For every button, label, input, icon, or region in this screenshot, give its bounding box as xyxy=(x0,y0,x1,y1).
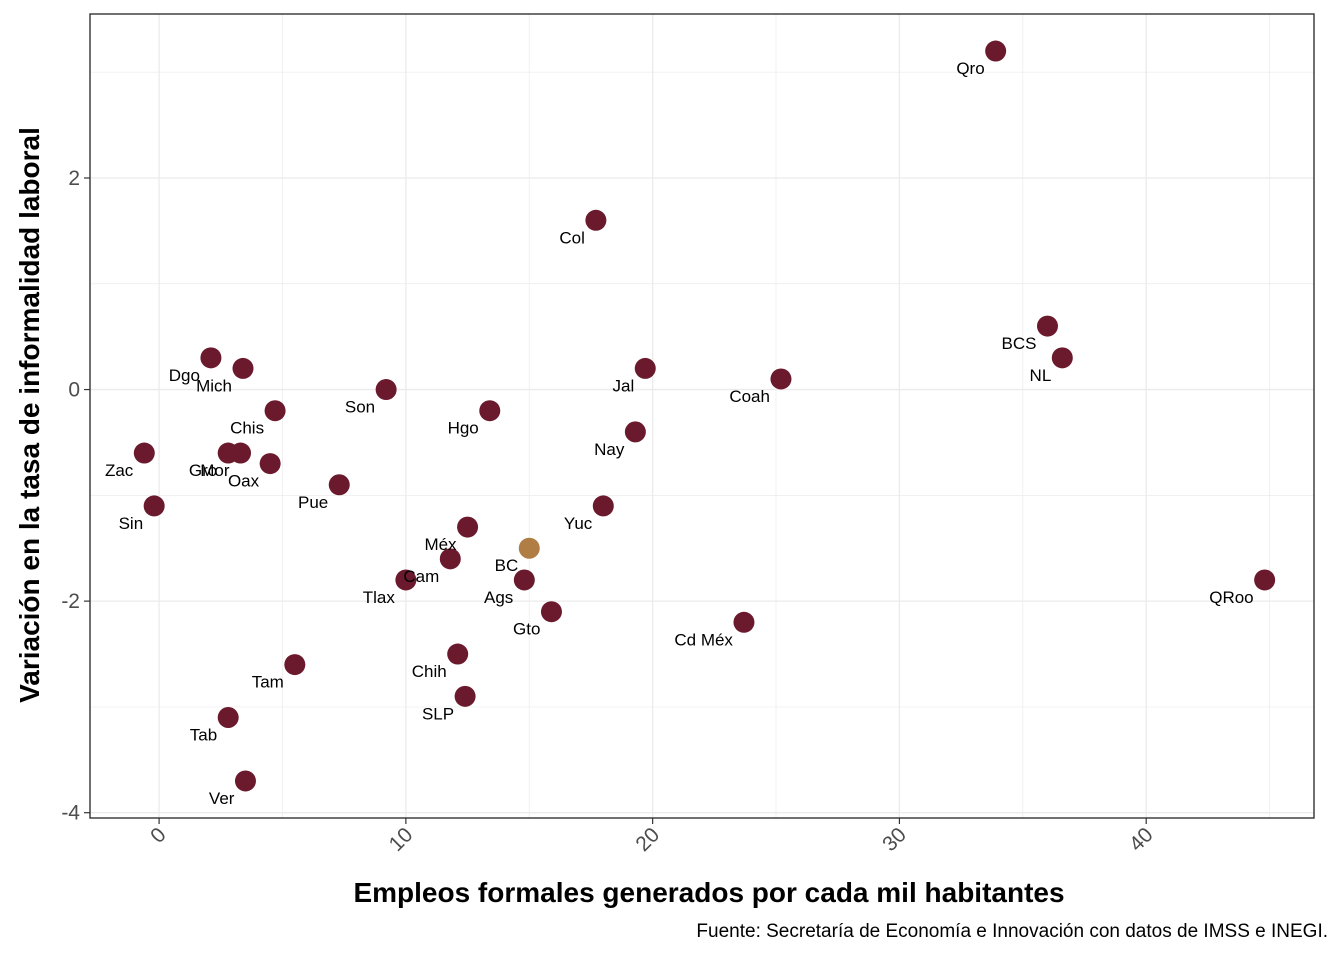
point-label: NL xyxy=(1030,366,1052,385)
source-caption: Fuente: Secretaría de Economía e Innovac… xyxy=(696,921,1328,942)
data-point xyxy=(143,495,165,517)
data-point xyxy=(395,569,417,591)
y-tick-label: -4 xyxy=(61,802,80,825)
point-label: Pue xyxy=(298,493,328,512)
data-point xyxy=(540,601,562,623)
point-label: Sin xyxy=(119,514,144,533)
points-layer xyxy=(133,40,1276,792)
x-axis-title: Empleos formales generados por cada mil … xyxy=(353,877,1064,908)
data-point xyxy=(513,569,535,591)
data-point xyxy=(634,357,656,379)
point-label: Hgo xyxy=(448,419,479,438)
data-point xyxy=(454,685,476,707)
data-point xyxy=(518,537,540,559)
x-tick-label: 40 xyxy=(1125,823,1158,856)
data-point xyxy=(232,357,254,379)
point-label: Mor xyxy=(200,461,230,480)
x-tick-label: 0 xyxy=(146,823,171,848)
data-point xyxy=(217,707,239,728)
data-point xyxy=(447,643,469,665)
point-label: Méx xyxy=(424,535,457,554)
data-point xyxy=(770,368,792,390)
data-point xyxy=(1254,569,1276,591)
point-label: Ags xyxy=(484,588,513,607)
point-label: BCS xyxy=(1002,334,1037,353)
point-labels-layer: Qro Col BCS NL Coah Jal Nay Yuc QRoo Cd Méx GtoAgs… xyxy=(105,59,1254,808)
x-tick-label: 30 xyxy=(878,823,911,856)
data-point xyxy=(624,421,646,443)
y-tick-label: -2 xyxy=(61,590,80,613)
data-point xyxy=(457,516,479,538)
point-label: Cam xyxy=(403,567,439,586)
data-point xyxy=(479,400,501,422)
grid-layer xyxy=(90,14,1314,818)
point-label: Zac xyxy=(105,461,134,480)
point-label: Coah xyxy=(729,387,770,406)
point-label: Yuc xyxy=(564,514,593,533)
data-point xyxy=(985,40,1007,62)
point-label: Ver xyxy=(209,789,235,808)
y-tick-label: 0 xyxy=(68,379,80,402)
data-point xyxy=(264,400,286,422)
data-point xyxy=(592,495,614,517)
data-point xyxy=(439,548,461,570)
data-point xyxy=(200,347,222,369)
data-point xyxy=(284,654,306,676)
point-label: Tab xyxy=(190,726,217,745)
point-label: Gto xyxy=(513,620,540,639)
data-point xyxy=(585,209,607,231)
data-point xyxy=(133,442,155,464)
data-point xyxy=(375,379,397,401)
data-point xyxy=(1051,347,1073,369)
point-label: Tlax xyxy=(363,588,396,607)
data-point xyxy=(1036,315,1058,337)
point-label: Mich xyxy=(196,376,232,395)
point-label: Son xyxy=(345,398,375,417)
point-label: Oax xyxy=(228,472,260,491)
y-tick-label: 2 xyxy=(68,167,80,190)
point-label: BC xyxy=(495,556,519,575)
panel-border xyxy=(89,13,1315,819)
point-label: Gro xyxy=(189,461,217,480)
point-label: Col xyxy=(559,228,585,247)
x-tick-label: 10 xyxy=(385,823,418,856)
data-point xyxy=(234,770,256,792)
point-label: Tam xyxy=(252,673,284,692)
point-label: Nay xyxy=(594,440,625,459)
point-label: Cd Méx xyxy=(674,630,733,649)
data-point xyxy=(733,611,755,633)
point-label: Chih xyxy=(412,662,447,681)
point-label: Chis xyxy=(230,419,264,438)
data-point xyxy=(230,442,252,464)
y-axis-title: Variación en la tasa de informalidad lab… xyxy=(14,127,45,703)
data-point xyxy=(259,453,281,475)
point-label: Qro xyxy=(956,59,984,78)
point-label: Jal xyxy=(613,376,635,395)
x-tick-label: 20 xyxy=(631,823,664,856)
point-label: Dgo xyxy=(169,366,200,385)
point-label: SLP xyxy=(422,704,454,723)
data-point xyxy=(328,474,350,496)
point-label: QRoo xyxy=(1209,588,1253,607)
